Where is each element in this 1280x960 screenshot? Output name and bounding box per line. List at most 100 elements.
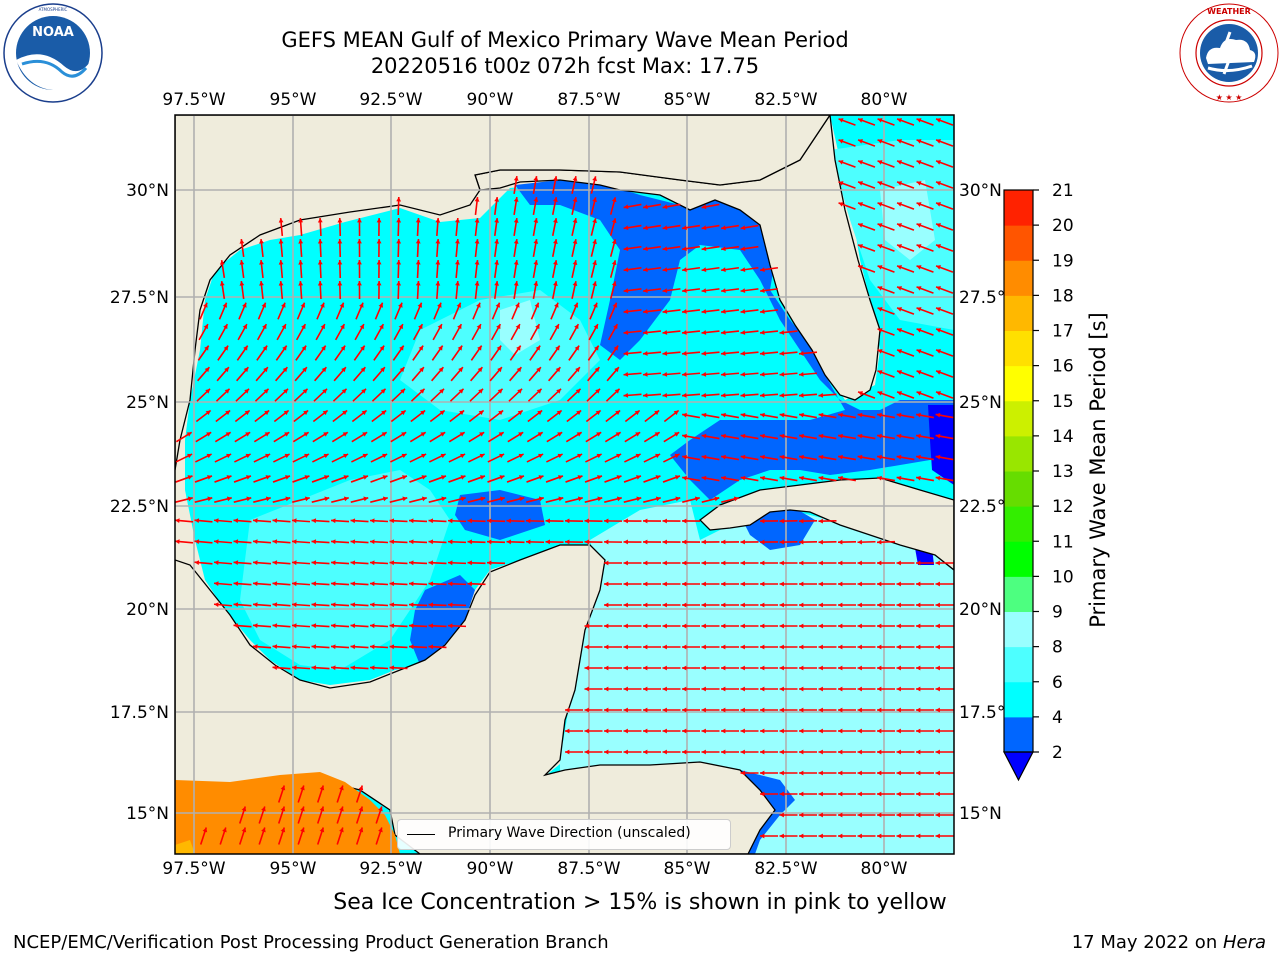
wave-arrow: [509, 366, 522, 382]
wave-arrow: [682, 728, 700, 734]
wave-arrow: [857, 686, 876, 692]
wave-arrow: [877, 560, 895, 566]
wave-arrow: [682, 665, 700, 671]
wave-arrow: [330, 623, 350, 629]
wave-arrow: [760, 770, 778, 776]
wave-arrow: [435, 280, 441, 300]
wave-arrow: [799, 791, 817, 797]
wave-arrow: [565, 475, 583, 483]
colorbar-segment: [1004, 576, 1033, 612]
wave-arrow: [199, 827, 208, 845]
wave-arrow: [818, 791, 837, 797]
wave-arrow: [877, 118, 895, 126]
wave-arrow: [740, 433, 759, 440]
colorbar-label: Primary Wave Mean Period [s]: [1086, 312, 1110, 628]
wave-arrow: [314, 366, 327, 382]
wave-arrow: [740, 581, 759, 587]
wave-arrow: [468, 453, 485, 463]
wave-arrow: [194, 496, 213, 503]
wave-arrow: [779, 749, 798, 755]
wave-arrow: [623, 309, 642, 314]
wave-arrow: [798, 371, 818, 377]
wave-arrow: [237, 323, 248, 341]
wave-arrow: [532, 175, 539, 195]
wave-arrow: [779, 686, 798, 692]
wave-arrow: [916, 770, 934, 776]
wave-arrow: [493, 217, 499, 237]
wave-arrow: [198, 323, 209, 341]
wave-arrow: [935, 475, 954, 482]
wave-arrow: [701, 224, 720, 231]
wave-arrow: [935, 286, 954, 294]
wave-arrow: [298, 280, 304, 300]
colorbar-tick-label: 9: [1052, 603, 1063, 623]
wave-arrow: [818, 560, 837, 566]
wave-arrow: [298, 238, 304, 258]
wave-arrow: [428, 560, 447, 566]
wave-arrow: [316, 302, 325, 320]
wave-arrow: [175, 496, 193, 503]
wave-arrow: [701, 602, 720, 608]
wave-arrow: [590, 197, 597, 215]
wave-arrow: [432, 323, 443, 341]
wave-arrow: [413, 302, 423, 320]
wave-arrow: [837, 454, 857, 461]
wave-arrow: [779, 728, 798, 734]
wave-arrow: [233, 623, 252, 629]
wave-arrow: [662, 518, 681, 524]
wave-arrow: [623, 728, 642, 734]
wave-arrow: [857, 244, 876, 252]
wave-arrow: [681, 224, 701, 231]
wave-arrow: [548, 345, 561, 361]
wave-arrow: [551, 239, 558, 257]
wave-arrow: [369, 623, 389, 629]
wave-arrow: [721, 749, 739, 755]
wave-arrow: [568, 345, 580, 361]
wave-arrow: [896, 412, 915, 419]
wave-arrow: [467, 560, 486, 566]
wave-arrow: [915, 433, 935, 440]
wave-arrow: [277, 302, 286, 320]
wave-arrow: [623, 496, 642, 503]
wave-arrow: [681, 330, 701, 335]
wave-arrow: [316, 827, 325, 845]
wave-arrow: [587, 345, 600, 361]
wave-arrow: [213, 581, 233, 587]
wave-arrow: [798, 351, 818, 356]
wave-arrow: [760, 728, 778, 734]
lon-label-bottom: 97.5°W: [162, 859, 225, 879]
wave-arrow: [376, 238, 382, 258]
colorbar-tick-label: 21: [1052, 181, 1074, 201]
wave-arrow: [759, 518, 779, 524]
wave-arrow: [721, 707, 739, 713]
wave-arrow: [527, 409, 543, 423]
wave-arrow: [609, 239, 617, 257]
wave-arrow: [681, 475, 701, 482]
wave-arrow: [662, 203, 681, 210]
wave-arrow: [354, 323, 365, 341]
wave-arrow: [587, 366, 600, 382]
wave-arrow: [451, 323, 463, 341]
wave-arrow: [916, 181, 934, 189]
wave-arrow: [779, 812, 798, 818]
colorbar-segment: [1004, 646, 1033, 683]
wave-arrow: [590, 239, 597, 257]
wave-arrow: [916, 265, 934, 273]
wave-arrow: [935, 307, 954, 315]
wave-arrow: [415, 280, 421, 300]
wave-arrow: [662, 351, 681, 356]
colorbar-tick-label: 10: [1052, 567, 1074, 587]
wave-arrow: [720, 266, 740, 273]
wave-arrow: [799, 686, 817, 692]
wave-arrow: [396, 280, 402, 300]
wave-arrow: [374, 302, 384, 320]
wave-arrow: [701, 288, 720, 293]
wave-arrow: [234, 453, 251, 463]
wave-arrow: [566, 409, 582, 423]
wave-arrow: [916, 286, 934, 294]
wave-arrow: [472, 302, 481, 320]
wave-arrow: [196, 388, 211, 402]
wave-arrow: [643, 496, 661, 503]
wave-arrow: [513, 238, 519, 258]
wave-arrow: [330, 581, 350, 587]
